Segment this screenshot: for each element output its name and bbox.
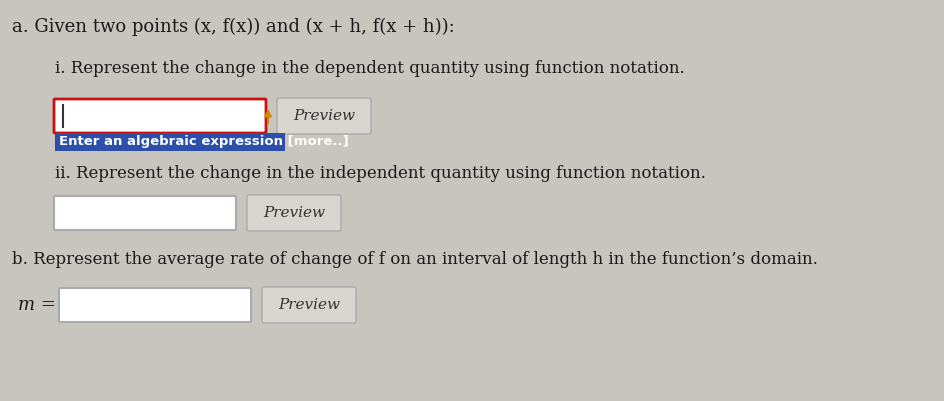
- Text: ii. Represent the change in the independent quantity using function notation.: ii. Represent the change in the independ…: [55, 165, 706, 182]
- FancyBboxPatch shape: [54, 196, 236, 230]
- FancyBboxPatch shape: [54, 99, 266, 133]
- Text: m =: m =: [18, 296, 56, 314]
- Text: Enter an algebraic expression [more..]: Enter an algebraic expression [more..]: [59, 136, 348, 148]
- FancyBboxPatch shape: [247, 195, 341, 231]
- Text: Preview: Preview: [293, 109, 355, 123]
- FancyBboxPatch shape: [59, 288, 251, 322]
- FancyBboxPatch shape: [262, 287, 356, 323]
- Text: a. Given two points (x, f(x)) and (x + h, f(x + h)):: a. Given two points (x, f(x)) and (x + h…: [12, 18, 455, 36]
- Text: i. Represent the change in the dependent quantity using function notation.: i. Represent the change in the dependent…: [55, 60, 684, 77]
- Text: Preview: Preview: [278, 298, 340, 312]
- Text: b. Represent the average rate of change of f on an interval of length h in the f: b. Represent the average rate of change …: [12, 251, 818, 268]
- FancyBboxPatch shape: [277, 98, 371, 134]
- Text: Preview: Preview: [263, 206, 325, 220]
- FancyBboxPatch shape: [55, 133, 285, 151]
